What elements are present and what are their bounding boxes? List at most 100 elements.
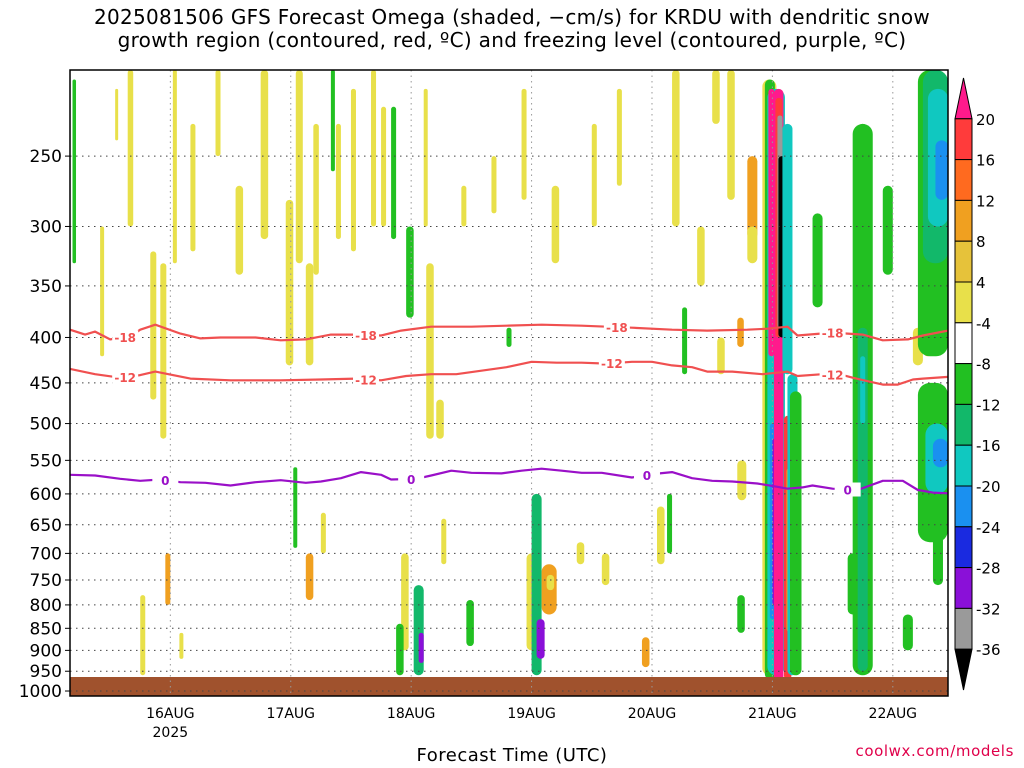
omega-cell-22	[335, 123, 341, 240]
omega-cell-11	[215, 70, 221, 157]
colorbar-swatch-12	[954, 567, 973, 609]
colorbar-label--16: -16	[976, 437, 1001, 455]
omega-cell-48	[591, 123, 597, 227]
colorbar-swatch-9	[954, 444, 973, 487]
omega-cell-67	[882, 185, 893, 275]
y-tick-label-700: 700	[30, 544, 62, 564]
contour-label-bg	[819, 367, 846, 382]
y-tick-label-900: 900	[30, 641, 62, 661]
y-tick-label-250: 250	[30, 147, 62, 167]
omega-cell-38	[491, 156, 497, 214]
x-tick-label-21AUG: 21AUG	[748, 706, 797, 722]
y-tick-label-750: 750	[30, 571, 62, 591]
contour-label-bg	[834, 482, 861, 497]
colorbar-label--28: -28	[976, 560, 1001, 578]
contour-lines: -18 -18 -18 -18 -12 -12 -12 -12 0 0 0 0	[70, 320, 948, 498]
colorbar-swatch-10	[954, 485, 973, 528]
omega-cell-60	[737, 317, 744, 347]
omega-cell-14	[285, 199, 294, 366]
omega-cell-64	[747, 226, 758, 264]
omega-cell-16	[295, 70, 303, 264]
omega-cell-28	[396, 623, 404, 676]
omega-cell-7	[165, 553, 171, 605]
chart-title: 2025081506 GFS Forecast Omega (shaded, −…	[0, 6, 1024, 52]
credit-link[interactable]: coolwx.com/models	[855, 742, 1014, 760]
colorbar-label--32: -32	[976, 600, 1001, 618]
contour-label--18-3: -18	[822, 327, 844, 341]
y-axis: 2503003504004505005506006507007508008509…	[19, 147, 70, 702]
omega-cell-37	[466, 600, 474, 647]
contour-label-0-2: 0	[643, 469, 651, 483]
omega-cell-45	[546, 574, 555, 591]
omega-cell-34	[436, 399, 444, 439]
colorbar-swatch-2	[954, 159, 973, 201]
omega-cell-8	[172, 70, 177, 264]
x-tick-label-19AUG: 19AUG	[507, 706, 556, 722]
colorbar-label-12: 12	[976, 192, 995, 210]
colorbar-label-4: 4	[976, 274, 986, 292]
omega-cell-61	[737, 460, 747, 501]
y-tick-label-350: 350	[30, 277, 62, 297]
x-tick-label-17AUG: 17AUG	[267, 706, 316, 722]
omega-cell-19	[313, 123, 319, 275]
omega-cell-32	[423, 88, 428, 227]
omega-cell-50	[616, 88, 622, 186]
contour-label-bg	[112, 330, 139, 345]
colorbar-swatch-14	[954, 648, 973, 691]
colorbar-swatch-7	[954, 363, 973, 405]
colorbar-swatch-3	[954, 199, 973, 242]
omega-cell-56	[697, 226, 705, 286]
omega-cell-59	[727, 70, 735, 200]
colorbar-label--36: -36	[976, 641, 1001, 659]
omega-cell-36	[461, 185, 467, 227]
omega-cell-13	[260, 70, 269, 240]
contour-line--12	[70, 360, 948, 386]
contour-label-bg	[633, 467, 660, 482]
colorbar-swatch-13	[954, 607, 973, 650]
omega-cell-18	[305, 553, 314, 601]
contour-label--12-1: -12	[355, 373, 377, 387]
omega-cell-9	[179, 632, 184, 659]
contour-label-bg	[603, 320, 630, 335]
omega-cell-25	[381, 106, 387, 227]
contour-label--12-2: -12	[601, 357, 623, 371]
colorbar-swatch-8	[954, 403, 973, 446]
x-year-label: 2025	[153, 725, 189, 741]
colorbar-swatch-5	[954, 281, 973, 324]
contour-line--18	[70, 323, 948, 342]
contour-label--12-3: -12	[822, 369, 844, 383]
x-tick-label-16AUG: 16AUG	[146, 706, 195, 722]
omega-cell-29	[406, 226, 414, 318]
omega-cell-43	[536, 619, 545, 659]
y-tick-label-600: 600	[30, 485, 62, 505]
omega-cell-49	[601, 553, 610, 586]
omega-cell-23	[350, 88, 356, 252]
contour-label--18-0: -18	[114, 331, 136, 345]
gridlines	[70, 70, 948, 696]
colorbar-label--4: -4	[976, 315, 991, 333]
ground-surface	[70, 677, 948, 696]
omega-cell-40	[521, 88, 527, 200]
omega-cell-62	[737, 595, 745, 633]
omega-event-cell-14	[789, 391, 802, 676]
omega-cell-46	[551, 185, 560, 264]
omega-cell-2	[115, 88, 119, 141]
omega-cell-0	[72, 79, 77, 264]
omega-cell-63	[747, 156, 758, 240]
chart-title-line-1: 2025081506 GFS Forecast Omega (shaded, −…	[93, 5, 931, 29]
omega-cell-17	[305, 263, 314, 366]
contour-line-0	[70, 467, 948, 495]
contour-label--12-0: -12	[114, 371, 136, 385]
omega-cell-21	[330, 70, 335, 172]
x-axis: 16AUG 2025 17AUG 18AUG 19AUG 20AUG 21AUG 22AUG	[146, 706, 917, 741]
y-tick-label-850: 850	[30, 619, 62, 639]
colorbar-label--12: -12	[976, 396, 1001, 414]
omega-cell-54	[672, 70, 680, 227]
colorbar-swatch-4	[954, 240, 973, 283]
omega-cell-26	[391, 106, 397, 240]
x-tick-label-20AUG: 20AUG	[628, 706, 677, 722]
x-tick-label-22AUG: 22AUG	[869, 706, 918, 722]
contour-label-bg	[353, 327, 380, 342]
y-tick-label-950: 950	[30, 662, 62, 682]
contour-label-bg	[398, 471, 425, 486]
